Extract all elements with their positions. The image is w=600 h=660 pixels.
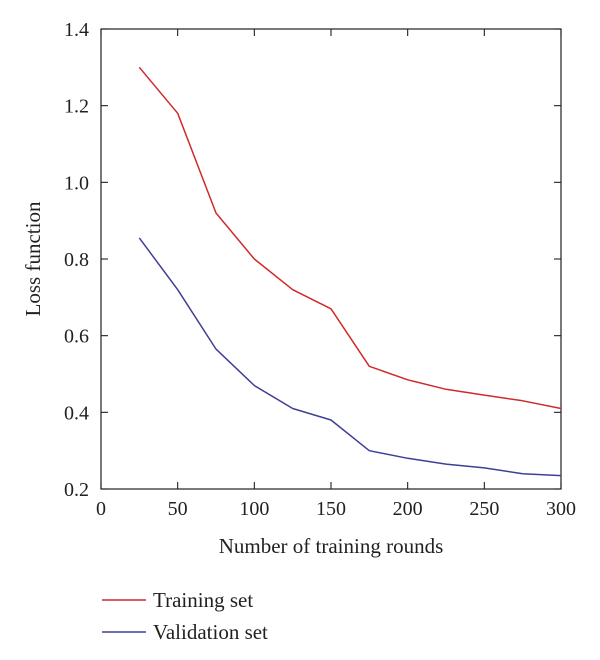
x-tick-label: 150 [316,498,346,520]
axis-ticks [100,28,562,490]
x-tick-label: 0 [96,498,106,520]
x-axis-title: Number of training rounds [219,534,444,558]
x-tick-label: 250 [469,498,499,520]
x-tick-label: 50 [168,498,188,520]
y-tick-label: 1.2 [64,96,89,118]
y-tick-label: 1.4 [64,19,89,41]
y-tick-label: 0.8 [64,249,89,271]
legend-label-training-set: Training set [153,588,253,612]
y-tick-label: 1.0 [64,172,89,194]
y-tick-label: 0.4 [64,402,89,424]
training-set-line [138,66,562,410]
axis-tick-labels: 0 50 100 150 200 250 300 0.2 0.4 0.6 0.8 1.0 1.2 1.4 [64,19,576,520]
validation-set-line [138,237,562,477]
legend: Training set Validation set [102,588,268,644]
y-tick-label: 0.6 [64,326,89,348]
x-tick-label: 100 [239,498,269,520]
series-lines [138,66,562,477]
y-axis-title: Loss function [21,201,45,316]
x-tick-label: 300 [546,498,576,520]
legend-label-validation-set: Validation set [153,620,268,644]
x-tick-label: 200 [393,498,423,520]
y-tick-label: 0.2 [64,479,89,501]
